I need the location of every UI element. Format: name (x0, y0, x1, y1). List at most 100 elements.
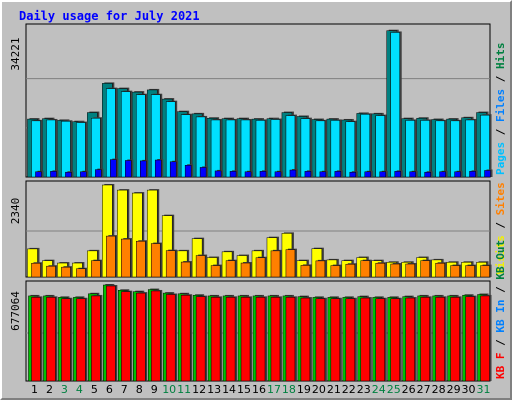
bar-pages-22 (349, 171, 357, 178)
legend-entry: Files (494, 89, 507, 122)
bar-kb-in-20 (315, 298, 326, 382)
x-tick-label-9: 9 (151, 383, 158, 396)
bar-pages-4 (80, 171, 87, 178)
bar-pages-16 (259, 171, 267, 178)
bar-pages-21 (334, 171, 342, 178)
bar-kb-in-5 (91, 295, 101, 382)
bar-sites-23 (360, 260, 371, 278)
legend-entry: / (494, 215, 507, 235)
legend-entry: Visits (494, 235, 507, 275)
x-tick-label-3: 3 (61, 383, 68, 396)
bar-kb-in-1 (31, 297, 41, 382)
bar-sites-11 (180, 261, 191, 278)
x-tick-label-20: 20 (312, 383, 326, 396)
x-tick-label-5: 5 (91, 383, 98, 396)
bar-sites-19 (300, 265, 311, 278)
bar-sites-9 (150, 243, 161, 278)
bar-sites-4 (76, 268, 86, 278)
bar-kb-in-30 (465, 296, 475, 382)
x-tick-label-7: 7 (121, 383, 128, 396)
y-max-label: 2340 (9, 198, 22, 225)
bar-files-17 (270, 119, 281, 178)
bar-pages-31 (484, 170, 491, 178)
chart-panels: 34221 Pages / Files / Hits 2340 Visits / Si… (9, 23, 507, 382)
x-tick-label-25: 25 (387, 383, 401, 396)
bar-files-31 (480, 114, 490, 178)
bar-pages-13 (214, 170, 222, 178)
bar-pages-25 (394, 171, 401, 178)
bar-pages-30 (469, 171, 476, 178)
bar-files-22 (345, 121, 356, 178)
bar-files-16 (255, 120, 266, 178)
bar-pages-2 (50, 171, 57, 178)
x-tick-label-10: 10 (162, 383, 176, 396)
bar-pages-28 (439, 171, 446, 178)
legend-entry: / (494, 69, 507, 89)
bar-sites-16 (255, 257, 266, 278)
bar-kb-in-13 (210, 297, 221, 382)
bar-pages-1 (35, 171, 42, 178)
bar-kb-in-21 (330, 298, 341, 382)
bar-files-30 (465, 119, 475, 178)
bar-pages-6 (110, 159, 117, 178)
bar-sites-17 (270, 250, 281, 278)
bar-pages-12 (199, 167, 207, 178)
bar-pages-18 (289, 169, 297, 178)
bar-files-3 (61, 121, 71, 178)
x-tick-label-2: 2 (46, 383, 53, 396)
bar-sites-21 (330, 265, 341, 278)
bar-pages-11 (184, 164, 192, 178)
bar-sites-20 (315, 260, 326, 278)
bar-files-19 (300, 118, 311, 178)
x-tick-label-24: 24 (372, 383, 386, 396)
bar-files-26 (405, 120, 415, 178)
bar-files-27 (420, 120, 430, 178)
x-tick-label-14: 14 (222, 383, 236, 396)
bar-kb-in-28 (435, 297, 445, 382)
bar-kb-in-19 (300, 297, 311, 382)
legend-entry: / (494, 122, 507, 142)
bar-pages-7 (125, 160, 132, 178)
bar-pages-3 (65, 171, 72, 178)
bar-sites-7 (121, 238, 131, 278)
bar-files-2 (46, 119, 56, 178)
panel-hits-files-pages: 34221 Pages / Files / Hits (9, 23, 507, 178)
bar-kb-in-22 (345, 298, 356, 382)
bar-sites-8 (136, 240, 146, 278)
y-max-label: 677064 (9, 291, 22, 331)
bar-kb-in-24 (375, 298, 385, 382)
panel-kbytes: 677064 KB F / KB In / KB Out (9, 240, 507, 382)
bar-kb-in-14 (225, 297, 236, 382)
bar-sites-3 (61, 266, 71, 278)
x-tick-label-13: 13 (207, 383, 221, 396)
bar-pages-14 (229, 171, 237, 178)
bar-pages-15 (244, 171, 252, 178)
bar-files-25 (390, 32, 400, 178)
bar-pages-27 (424, 171, 431, 178)
bar-kb-in-3 (61, 298, 71, 382)
bar-pages-19 (304, 171, 312, 178)
bar-sites-31 (480, 265, 490, 278)
x-tick-label-23: 23 (357, 383, 371, 396)
bar-kb-in-9 (150, 290, 161, 382)
x-tick-label-6: 6 (106, 383, 113, 396)
legend-visits-sites: Visits / Sites (494, 182, 507, 275)
legend-entry: Sites (494, 182, 507, 215)
bar-sites-15 (240, 262, 251, 278)
bar-pages-5 (95, 169, 102, 178)
bar-sites-22 (345, 263, 356, 278)
bar-kb-in-27 (420, 297, 430, 382)
bar-kb-in-10 (165, 294, 176, 382)
bar-sites-5 (91, 260, 101, 278)
legend-entry: KB F (494, 353, 507, 380)
x-tick-label-17: 17 (267, 383, 281, 396)
bar-kb-in-4 (76, 298, 86, 382)
bar-sites-10 (165, 250, 176, 278)
bar-files-24 (375, 115, 385, 178)
bar-files-1 (31, 120, 41, 178)
bar-files-18 (285, 115, 296, 178)
x-tick-label-18: 18 (282, 383, 296, 396)
bar-pages-8 (140, 160, 147, 178)
bar-kb-in-7 (121, 291, 131, 382)
